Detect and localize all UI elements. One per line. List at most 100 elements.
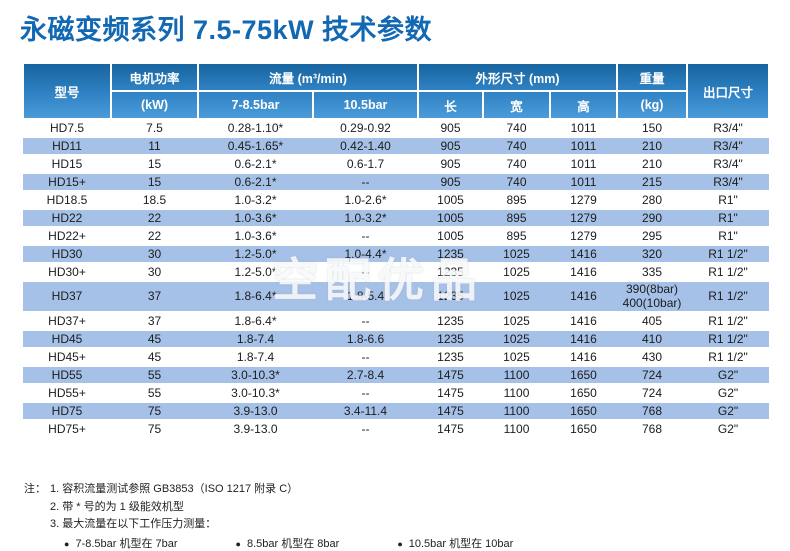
cell-power-kw: 22 [111,227,198,246]
cell-hgt: 1011 [550,137,618,156]
table-row: HD45+ 45 1.8-7.4 -- 1235 1025 1416 430 R1 1/2" [23,347,770,367]
table-row: HD45 45 1.8-7.4 1.8-6.6 1235 1025 1416 410 R1 1/… [23,329,770,349]
header-kg: (kg) [616,90,689,120]
cell-outlet: G2" [687,419,770,439]
cell-weight: 210 [617,155,688,174]
page-title: 永磁变频系列 7.5-75kW 技术参数 [20,15,433,45]
cell-flow-105: 1.8-6.6 [313,329,418,349]
cell-hgt: 1650 [550,401,618,421]
cell-wid: 740 [483,173,550,192]
cell-power-kw: 7.5 [111,119,198,138]
cell-len: 1005 [418,227,483,246]
cell-wid: 1025 [483,245,550,264]
cell-flow-105: -- [313,347,418,367]
cell-weight: 295 [617,227,688,246]
cell-model: HD37+ [23,311,111,331]
header-flow-group: 流量 (m³/min) [197,62,419,92]
header-height: 高 [548,90,619,120]
cell-len: 1475 [418,383,483,403]
cell-len: 905 [418,173,483,192]
cell-flow-7-85: 1.0-3.2* [198,191,313,210]
cell-outlet: R3/4" [687,119,770,138]
bullet-item: ● 7-8.5bar 机型在 7bar [64,536,178,551]
cell-power-kw: 30 [111,263,198,282]
cell-hgt: 1011 [550,173,618,192]
cell-hgt: 1650 [550,383,618,403]
cell-power-kw: 45 [111,329,198,349]
bullet-icon: ● [397,539,403,550]
cell-flow-7-85: 0.6-2.1* [198,173,313,192]
cell-model: HD30 [23,245,111,264]
table-row: HD22 22 1.0-3.6* 1.0-3.2* 1005 895 1279 290 R1" [23,209,770,228]
cell-weight: 724 [617,383,688,403]
cell-wid: 895 [483,209,550,228]
cell-weight: 335 [617,263,688,282]
cell-flow-7-85: 3.0-10.3* [198,383,313,403]
bullet-label: 8.5bar 机型在 8bar [246,537,340,550]
cell-len: 1235 [418,329,483,349]
cell-model: HD15+ [23,173,111,192]
cell-flow-7-85: 3.0-10.3* [198,365,313,385]
cell-flow-105: 1.0-4.4* [313,245,418,264]
cell-hgt: 1416 [550,263,618,282]
table-row: HD15+ 15 0.6-2.1* -- 905 740 1011 215 R3/4" [23,173,770,192]
cell-outlet: G2" [687,383,770,403]
cell-flow-7-85: 0.6-2.1* [198,155,313,174]
cell-len: 1475 [418,401,483,421]
cell-hgt: 1416 [550,329,618,349]
cell-wid: 740 [483,137,550,156]
header-kw: (kW) [110,90,199,120]
cell-len: 1235 [418,347,483,367]
cell-len: 1235 [418,281,483,313]
bullet-label: 7-8.5bar 机型在 7bar [75,537,178,550]
table-row: HD15 15 0.6-2.1* 0.6-1.7 905 740 1011 210 R3/4" [23,155,770,174]
table-row: HD75 75 3.9-13.0 3.4-11.4 1475 1100 1650 768 G2" [23,401,770,421]
cell-len: 1235 [418,311,483,331]
cell-flow-7-85: 1.8-7.4 [198,347,313,367]
cell-outlet: R1 1/2" [687,329,770,349]
cell-wid: 1025 [483,329,550,349]
cell-outlet: R3/4" [687,155,770,174]
cell-len: 1475 [418,419,483,439]
cell-weight: 768 [617,401,688,421]
cell-hgt: 1279 [550,191,618,210]
cell-flow-105: -- [313,383,418,403]
cell-flow-105: 1.8-5.4 [313,281,418,313]
cell-hgt: 1279 [550,227,618,246]
cell-len: 1005 [418,191,483,210]
table-row: HD55+ 55 3.0-10.3* -- 1475 1100 1650 724 G2" [23,383,770,403]
table-row: HD75+ 75 3.9-13.0 -- 1475 1100 1650 768 G2" [23,419,770,439]
cell-wid: 895 [483,227,550,246]
bullet-item: ● 8.5bar 机型在 8bar [236,536,340,551]
cell-hgt: 1650 [550,419,618,439]
cell-outlet: G2" [687,365,770,385]
cell-wid: 1100 [483,383,550,403]
cell-hgt: 1011 [550,155,618,174]
header-width: 宽 [482,90,551,120]
cell-power-kw: 18.5 [111,191,198,210]
cell-flow-105: 1.0-2.6* [313,191,418,210]
cell-wid: 1025 [483,311,550,331]
cell-weight: 320 [617,245,688,264]
cell-wid: 740 [483,155,550,174]
cell-weight: 724 [617,365,688,385]
cell-power-kw: 75 [111,401,198,421]
cell-weight: 410 [617,329,688,349]
cell-hgt: 1416 [550,311,618,331]
cell-model: HD55 [23,365,111,385]
cell-model: HD75+ [23,419,111,439]
cell-wid: 1025 [483,281,550,313]
header-outlet-size: 出口尺寸 [686,62,771,120]
table-row: HD37+ 37 1.8-6.4* -- 1235 1025 1416 405 R1 1/2" [23,311,770,331]
cell-power-kw: 15 [111,173,198,192]
cell-power-kw: 37 [111,281,198,313]
spec-table: 型号 电机功率 流量 (m³/min) 外形尺寸 (mm) 重量 出口尺寸 (k… [22,62,771,439]
cell-hgt: 1650 [550,365,618,385]
cell-flow-7-85: 3.9-13.0 [198,419,313,439]
cell-weight: 768 [617,419,688,439]
cell-power-kw: 37 [111,311,198,331]
cell-power-kw: 45 [111,347,198,367]
cell-flow-105: -- [313,311,418,331]
cell-len: 1235 [418,263,483,282]
